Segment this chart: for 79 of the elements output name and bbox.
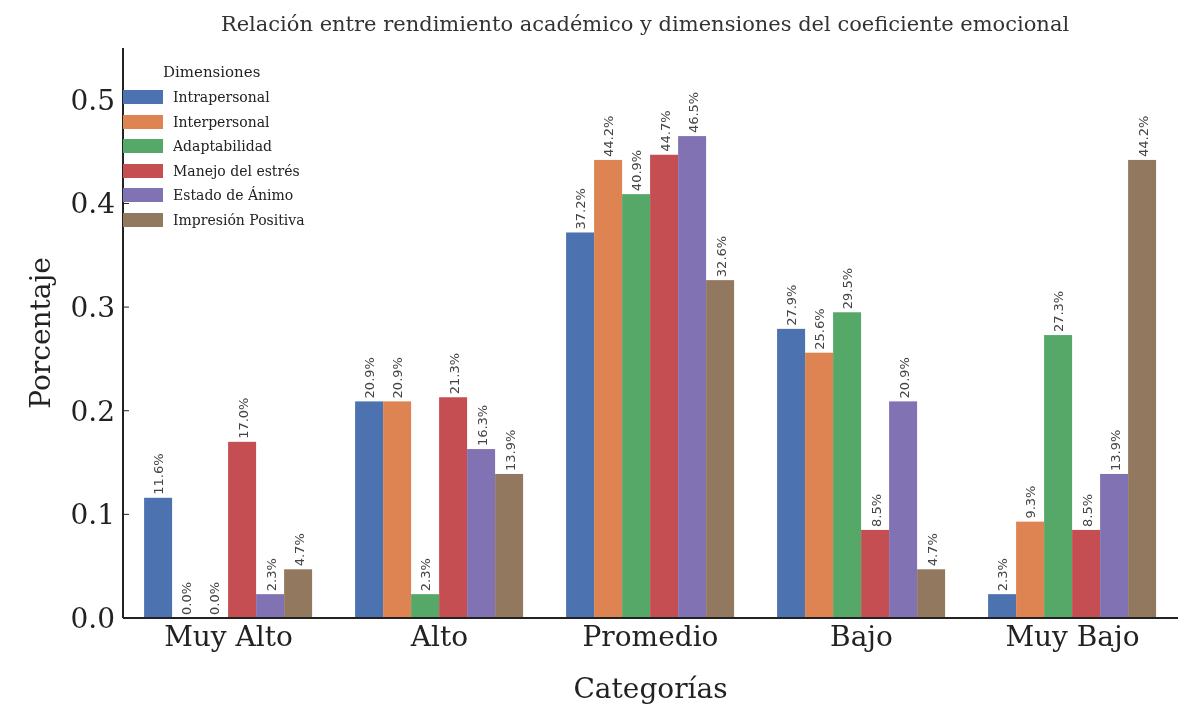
data-label: 20.9% <box>362 357 378 399</box>
bar <box>1128 159 1157 618</box>
data-label: 40.9% <box>629 149 645 192</box>
y-tick-label: 0.3 <box>70 291 115 325</box>
y-tick-label: 0.4 <box>70 187 115 221</box>
data-label: 20.9% <box>390 357 406 399</box>
data-label: 44.2% <box>1135 115 1151 157</box>
bar <box>256 594 285 618</box>
bar <box>228 441 257 618</box>
data-label: 13.9% <box>502 429 518 471</box>
y-tick-label: 0.0 <box>70 601 115 635</box>
bar <box>495 473 524 618</box>
bar <box>861 529 890 618</box>
bar <box>889 401 918 618</box>
data-label: 27.3% <box>1051 290 1067 333</box>
legend-title: Dimensiones <box>163 63 262 81</box>
bar <box>678 136 707 618</box>
data-label: 46.5% <box>685 91 701 134</box>
data-label: 13.9% <box>1107 429 1123 471</box>
bar <box>566 232 595 618</box>
data-label: 8.5% <box>1079 493 1095 527</box>
bar <box>988 594 1017 618</box>
bar <box>650 154 679 618</box>
bar <box>467 449 496 618</box>
x-tick-label: Bajo <box>830 619 893 653</box>
data-label: 9.3% <box>1023 485 1039 519</box>
bar <box>284 569 313 618</box>
legend-label: Manejo del estrés <box>173 162 300 179</box>
legend-label: Interpersonal <box>173 113 270 130</box>
data-label: 4.7% <box>291 533 307 567</box>
legend-label: Estado de Ánimo <box>173 187 294 204</box>
bar <box>805 352 834 618</box>
data-label: 2.3% <box>418 558 434 592</box>
data-label: 27.9% <box>784 284 800 326</box>
data-label: 44.2% <box>601 115 617 157</box>
bar <box>1016 521 1045 618</box>
legend-label: Intrapersonal <box>173 89 270 106</box>
x-tick-label: Promedio <box>582 619 719 653</box>
bar <box>706 280 735 618</box>
chart-title: Relación entre rendimiento académico y dimensiones del coeficiente emocional <box>219 12 1071 36</box>
bar <box>411 594 440 618</box>
x-tick-label: Muy Alto <box>164 619 293 653</box>
bar <box>622 194 651 618</box>
data-label: 2.3% <box>263 558 279 592</box>
y-tick-label: 0.1 <box>70 498 115 532</box>
bar <box>383 401 412 618</box>
x-axis-title: Categorías <box>573 672 728 705</box>
x-tick-label: Alto <box>409 619 469 653</box>
bar <box>1044 335 1073 618</box>
data-label: 8.5% <box>868 493 884 527</box>
bar <box>439 397 468 618</box>
y-tick-label: 0.5 <box>70 83 115 117</box>
data-label: 0.0% <box>179 581 195 615</box>
bar <box>1072 529 1101 618</box>
data-label: 44.7% <box>657 110 673 152</box>
bar <box>355 401 384 618</box>
x-tick-label: Muy Bajo <box>1005 619 1140 653</box>
y-tick-label: 0.2 <box>70 394 115 428</box>
bar <box>917 569 946 618</box>
data-label: 2.3% <box>995 558 1011 592</box>
data-label: 25.6% <box>812 308 828 350</box>
data-label: 17.0% <box>235 397 251 439</box>
legend-label: Adaptabilidad <box>173 138 273 155</box>
data-label: 0.0% <box>207 581 223 615</box>
bar <box>777 328 806 618</box>
data-label: 37.2% <box>573 188 589 230</box>
data-label: 21.3% <box>446 352 462 395</box>
data-label: 29.5% <box>840 267 856 310</box>
bar <box>1100 473 1129 618</box>
bar <box>833 312 862 618</box>
data-label: 20.9% <box>896 357 912 399</box>
bar <box>144 497 173 618</box>
y-axis-title: Porcentaje <box>23 257 57 409</box>
legend-label: Impresión Positiva <box>173 211 305 228</box>
bar <box>594 159 623 618</box>
data-label: 16.3% <box>474 404 490 447</box>
data-label: 4.7% <box>924 533 940 567</box>
data-label: 32.6% <box>713 235 729 278</box>
data-label: 11.6% <box>151 453 167 495</box>
